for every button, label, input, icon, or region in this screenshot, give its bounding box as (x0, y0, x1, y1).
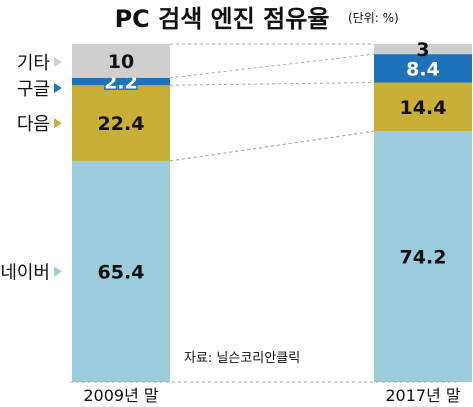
legend-label-기타: 기타 (17, 53, 51, 74)
legend-pointer-기타 (54, 57, 62, 67)
bar-네이버-1 (374, 131, 472, 382)
data-label-기타-1: 3 (416, 39, 429, 61)
connector-line-3 (169, 82, 375, 86)
bar-다음-1 (374, 82, 472, 132)
data-label-다음-0: 22.4 (98, 113, 145, 135)
legend-label-다음: 다음 (17, 114, 50, 135)
data-label-네이버-0: 65.4 (98, 261, 145, 283)
bar-구글-0 (72, 77, 170, 86)
legend-pointer-다음 (54, 118, 62, 129)
chart-title: PC 검색 엔진 점유율 (115, 5, 330, 33)
legend-pointer-구글 (54, 83, 62, 93)
bar-기타-0 (72, 44, 170, 78)
series-legend: 네이버 다음 구글 기타 (0, 53, 62, 283)
connector-line-4 (169, 130, 375, 162)
data-label-구글-1: 8.4 (406, 58, 440, 80)
data-label-기타-0: 10 (108, 51, 134, 73)
bar-구글-1 (374, 54, 472, 83)
connector-line-1 (169, 53, 375, 79)
legend-label-구글: 구글 (17, 79, 50, 100)
legend-label-네이버: 네이버 (0, 262, 50, 283)
x-tick-label-0: 2009년 말 (83, 386, 159, 405)
bar-기타-1 (374, 44, 472, 55)
x-tick-label-1: 2017년 말 (385, 386, 461, 405)
data-label-다음-1: 14.4 (400, 97, 447, 119)
legend-pointer-네이버 (54, 266, 62, 277)
source-note: 자료: 닐슨코리안클릭 (184, 351, 300, 366)
bar-네이버-0 (72, 160, 170, 382)
x-axis: 2009년 말 2017년 말 (70, 381, 461, 405)
unit-note: (단위: %) (348, 11, 399, 25)
data-label-네이버-1: 74.2 (400, 247, 447, 269)
connector-lines (169, 43, 375, 162)
bar-다음-0 (72, 85, 170, 161)
